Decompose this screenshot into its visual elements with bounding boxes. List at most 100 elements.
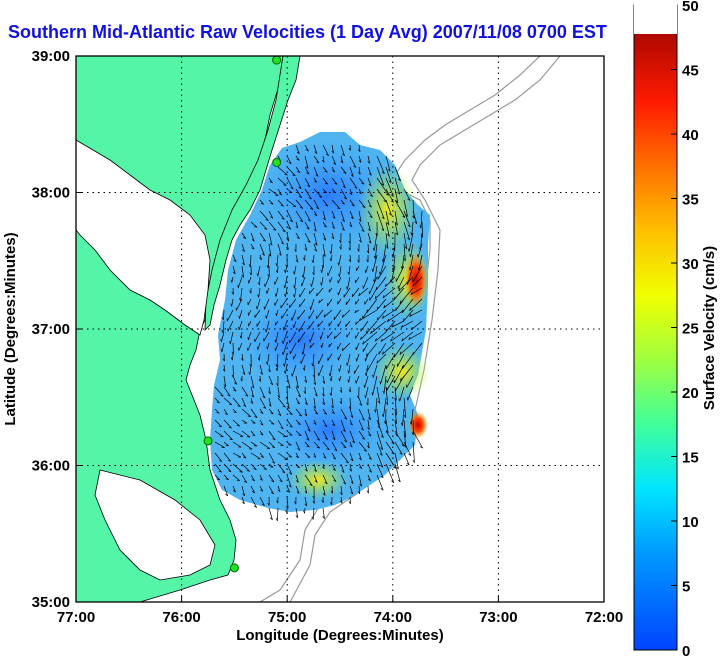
velocity-vector-head <box>243 456 247 459</box>
velocity-vector-head <box>349 445 353 448</box>
velocity-vector-head <box>381 216 385 220</box>
velocity-vector <box>235 298 243 311</box>
velocity-vector <box>340 210 345 222</box>
velocity-vector <box>318 364 324 376</box>
velocity-vector <box>412 441 415 463</box>
velocity-vector-head <box>262 395 266 399</box>
velocity-vector <box>349 254 351 262</box>
velocity-vector-head <box>362 437 365 440</box>
y-axis-label: Latitude (Degrees:Minutes) <box>2 232 19 425</box>
velocity-vector <box>360 331 369 340</box>
velocity-vector <box>250 232 255 242</box>
velocity-vector <box>312 254 315 263</box>
velocity-vector-head <box>353 165 357 168</box>
velocity-vector-head <box>311 363 314 367</box>
velocity-vector <box>340 397 343 404</box>
velocity-vector-head <box>233 411 237 414</box>
velocity-vector-head <box>324 437 328 440</box>
velocity-vector-head <box>363 384 365 388</box>
velocity-vector <box>420 210 423 229</box>
velocity-vector-head <box>304 503 308 507</box>
velocity-vector-head <box>251 239 255 242</box>
velocity-vector <box>313 177 318 183</box>
velocity-vector <box>264 276 270 287</box>
velocity-vector <box>310 298 315 310</box>
velocity-vector <box>250 419 256 424</box>
velocity-vector-head <box>383 421 386 425</box>
velocity-vector <box>329 364 333 377</box>
velocity-vector <box>401 298 414 314</box>
velocity-vector-head <box>278 413 282 416</box>
velocity-vector <box>339 364 342 372</box>
velocity-vector <box>337 298 342 305</box>
velocity-vector-head <box>238 315 240 319</box>
velocity-vector <box>349 430 355 444</box>
velocity-vector <box>367 177 372 187</box>
velocity-vector <box>268 452 276 464</box>
velocity-vector-head <box>349 423 353 426</box>
velocity-vector <box>214 441 225 448</box>
velocity-vector-head <box>410 326 413 330</box>
velocity-vector <box>322 463 325 469</box>
y-tick-label: 39:00 <box>32 48 70 65</box>
velocity-vector-head <box>381 228 385 232</box>
velocity-vector <box>259 386 266 399</box>
velocity-vector-head <box>273 228 277 231</box>
velocity-vector <box>418 254 423 271</box>
velocity-vector-head <box>385 430 389 434</box>
velocity-vector-head <box>307 456 311 458</box>
velocity-vector <box>295 463 300 468</box>
velocity-vector <box>353 364 360 374</box>
velocity-vector <box>387 309 405 322</box>
velocity-vector-head <box>295 515 298 518</box>
velocity-vector <box>322 210 326 221</box>
velocity-vector <box>267 254 270 268</box>
velocity-vector <box>241 397 247 407</box>
velocity-vector-head <box>265 329 267 333</box>
velocity-vector <box>367 419 370 430</box>
velocity-vector <box>377 265 387 280</box>
velocity-vector <box>331 210 336 219</box>
velocity-vector-head <box>395 232 398 236</box>
velocity-vector <box>277 452 288 461</box>
velocity-vector <box>286 221 291 230</box>
velocity-vector-head <box>244 480 247 483</box>
velocity-vector <box>376 298 387 310</box>
velocity-vector <box>304 155 309 169</box>
velocity-vector <box>282 331 288 344</box>
colorbar-label: Surface Velocity (cm/s) <box>701 246 718 410</box>
velocity-vector <box>320 331 324 340</box>
velocity-vector-head <box>407 198 411 201</box>
velocity-vector-head <box>230 279 233 283</box>
velocity-vector-head <box>324 170 328 173</box>
velocity-vector-head <box>282 351 284 355</box>
velocity-vector <box>412 430 423 449</box>
velocity-vector <box>372 364 378 378</box>
velocity-vector-head <box>338 273 340 277</box>
velocity-vector <box>367 199 372 208</box>
velocity-vector <box>304 452 311 458</box>
velocity-vector <box>268 485 274 495</box>
velocity-vector-head <box>380 435 384 438</box>
velocity-vector-head <box>364 372 367 376</box>
velocity-vector-head <box>241 274 244 278</box>
velocity-vector-head <box>246 470 250 472</box>
velocity-vector-head <box>229 341 231 345</box>
velocity-vector <box>349 452 354 462</box>
velocity-vector <box>337 353 342 361</box>
velocity-vector-head <box>251 247 255 250</box>
velocity-vector <box>214 430 224 438</box>
velocity-vector <box>232 430 244 437</box>
velocity-vector-head <box>271 446 275 448</box>
velocity-vector <box>268 430 276 441</box>
velocity-vector-head <box>361 418 365 421</box>
velocity-vector <box>313 408 319 415</box>
velocity-vector <box>322 221 327 228</box>
velocity-vector <box>302 342 306 355</box>
velocity-vector-head <box>242 249 245 252</box>
velocity-vector-head <box>254 226 258 228</box>
velocity-vector-head <box>307 429 311 432</box>
velocity-vector-head <box>395 222 398 226</box>
velocity-vector <box>355 276 360 284</box>
velocity-vector <box>394 419 398 437</box>
